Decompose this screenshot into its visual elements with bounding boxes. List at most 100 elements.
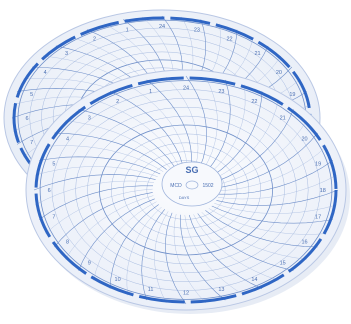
- front-chart-hour-arc: [217, 174, 337, 200]
- front-chart-hour-label: 19: [315, 161, 321, 167]
- front-chart-hour-arc: [203, 76, 218, 169]
- back-chart-hour-label: 21: [254, 51, 260, 57]
- front-chart-hour-label: 3: [88, 116, 91, 122]
- front-chart-center-hub: SG MCD 1502 DAYS: [161, 161, 223, 207]
- front-chart-hour-arc: [211, 205, 333, 224]
- back-chart-hour-label: 22: [226, 37, 232, 43]
- front-chart-hour-label: 15: [280, 261, 286, 267]
- front-chart-hour-arc: [78, 198, 155, 271]
- front-chart-hour-arc: [188, 214, 263, 289]
- front-chart-hour-arc: [166, 76, 199, 167]
- back-chart-hour-label: 4: [44, 70, 47, 76]
- front-chart-grid: [33, 75, 339, 305]
- front-chart-hour-arc: [185, 75, 207, 168]
- front-chart-hour-arc: [39, 156, 161, 175]
- front-chart-hour-arc: [54, 192, 153, 248]
- back-chart-hour-label: 24: [159, 24, 165, 30]
- front-chart-ring: [122, 142, 250, 238]
- front-chart-hour-arc: [205, 210, 318, 248]
- front-chart-hour-arc: [127, 84, 188, 165]
- front-chart-hour-arc: [54, 132, 167, 170]
- front-chart-hour-label: 21: [280, 116, 286, 122]
- front-chart-hour-label: 5: [52, 161, 55, 167]
- front-chart-hour-arc: [219, 160, 333, 195]
- front-chart-hour-arc: [193, 214, 279, 281]
- front-chart-hour-arc: [218, 120, 307, 185]
- back-chart-hour-label: 5: [30, 92, 33, 98]
- front-chart-hour-label: 4: [66, 137, 69, 143]
- front-chart-hour-arc: [210, 84, 246, 174]
- front-chart: 242322212019181716151413121110987654321 …: [25, 69, 350, 314]
- front-chart-hour-arc: [216, 189, 339, 206]
- front-chart-hour-arc: [215, 99, 279, 179]
- front-chart-ring: [51, 89, 321, 291]
- front-chart-hour-arc: [184, 215, 245, 296]
- back-chart-hour-label: 2: [93, 37, 96, 43]
- back-chart-hour-label: 6: [25, 116, 28, 122]
- front-chart-hour-label: 6: [48, 188, 51, 194]
- front-chart-hour-arc: [219, 146, 327, 192]
- front-chart-hour-arc: [197, 213, 294, 271]
- front-chart-hour-label: 22: [251, 99, 257, 105]
- front-chart-ring: [99, 124, 273, 256]
- front-chart-hour-arc: [201, 212, 307, 260]
- front-chart-hour-arc: [45, 145, 164, 172]
- front-chart-hour-label: 23: [218, 89, 224, 95]
- front-chart-hour-arc: [35, 180, 155, 206]
- center-emblem-icon: [185, 180, 199, 190]
- front-chart-ring: [39, 80, 333, 300]
- front-chart-hour-label: 10: [115, 277, 121, 283]
- center-text-bottom: DAYS: [179, 195, 190, 200]
- front-chart-hour-arc: [214, 203, 337, 214]
- front-chart-hour-arc: [78, 109, 175, 167]
- front-chart-hour-label: 13: [218, 287, 224, 293]
- front-chart-hour-label: 11: [148, 287, 154, 293]
- front-chart-ring: [134, 151, 238, 229]
- front-chart-ring: [63, 98, 309, 282]
- front-chart-hour-arc: [207, 79, 231, 171]
- front-chart-hour-arc: [45, 188, 153, 234]
- front-chart-hour-label: 12: [183, 291, 189, 297]
- center-hub-disc: [161, 161, 223, 207]
- front-chart-hour-label: 1: [149, 89, 152, 95]
- front-chart-hour-arc: [65, 120, 171, 168]
- front-chart-hour-label: 2: [116, 99, 119, 105]
- front-chart-hour-label: 18: [320, 188, 326, 194]
- front-chart-ring: [110, 133, 262, 247]
- front-chart-hour-arc: [93, 201, 157, 281]
- front-chart-hour-arc: [35, 166, 158, 177]
- front-chart-ring: [87, 115, 285, 265]
- front-chart-hour-arc: [173, 213, 206, 304]
- front-chart-hour-arc: [65, 195, 154, 260]
- front-chart-hour-label: 24: [183, 85, 189, 91]
- front-chart-hour-arc: [39, 185, 153, 220]
- back-chart-hour-label: 20: [276, 70, 282, 76]
- front-chart-hour-arc: [93, 99, 179, 166]
- center-text-right: 1502: [202, 183, 213, 189]
- front-chart-rim-band: [34, 76, 338, 304]
- front-chart-hour-label: 7: [52, 215, 55, 221]
- front-chart-hour-arc: [180, 214, 226, 301]
- front-chart-hour-label: 8: [66, 239, 69, 245]
- front-chart-hour-label: 16: [301, 239, 307, 245]
- center-logo: SG: [185, 165, 198, 175]
- front-chart-ring: [75, 106, 297, 274]
- front-chart-hour-arc: [109, 91, 184, 166]
- front-chart-hour-label: 17: [315, 215, 321, 221]
- back-chart-hour-label: 1: [126, 27, 129, 33]
- front-chart-hour-arc: [217, 109, 294, 182]
- front-chart-hour-arc: [213, 91, 263, 176]
- front-chart-hour-arc: [208, 208, 327, 235]
- back-chart-hour-label: 23: [194, 27, 200, 33]
- back-chart-hour-label: 7: [30, 140, 33, 146]
- front-chart-hour-arc: [154, 211, 169, 304]
- front-chart-hour-arc: [33, 174, 156, 191]
- front-chart-hour-arc: [141, 209, 165, 301]
- front-chart-hour-arc: [146, 79, 192, 166]
- front-chart-hour-label: 20: [301, 137, 307, 143]
- back-chart-hour-label: 19: [289, 92, 295, 98]
- front-chart-hour-arc: [219, 132, 318, 188]
- front-chart-hour-label: 9: [88, 261, 91, 267]
